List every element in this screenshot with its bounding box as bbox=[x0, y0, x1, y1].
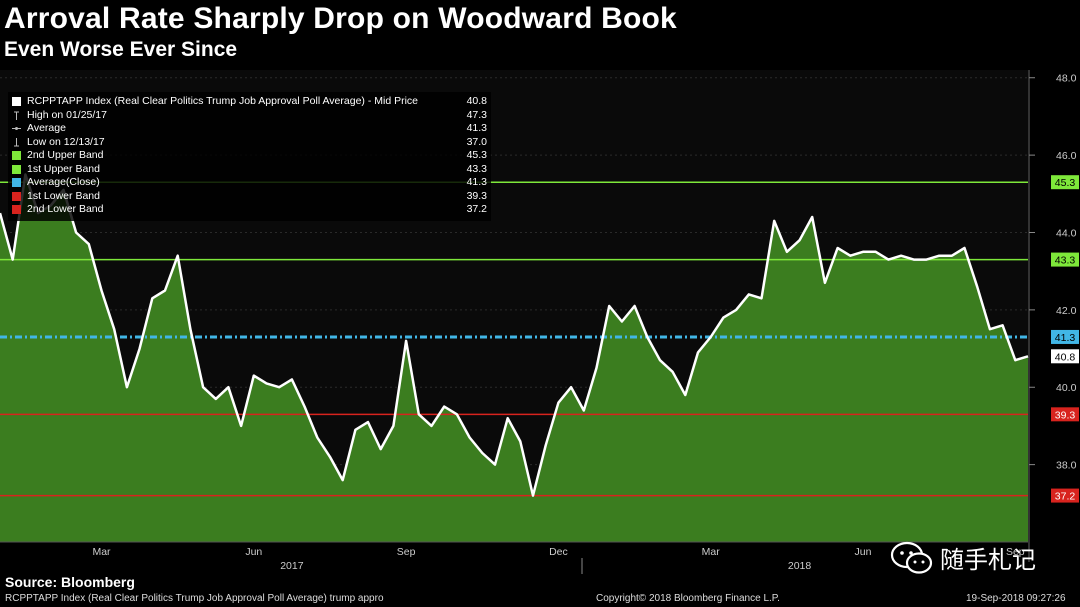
legend-label: High on 01/25/17 bbox=[27, 108, 107, 121]
legend-value: 43.3 bbox=[466, 162, 487, 175]
legend-item: Average 41.3 bbox=[12, 122, 487, 136]
legend-label: 1st Upper Band bbox=[27, 162, 100, 175]
series-line bbox=[0, 173, 1029, 497]
legend-swatch bbox=[12, 191, 21, 201]
axis-tag-1st-lower-band-label: 39.3 bbox=[1055, 409, 1076, 421]
legend-swatch bbox=[12, 205, 21, 215]
low-marker-icon bbox=[12, 137, 21, 147]
x-tick-label-2: Sep bbox=[397, 546, 416, 558]
legend-value: 37.0 bbox=[466, 135, 487, 148]
legend-item: 1st Upper Band 43.3 bbox=[12, 163, 487, 177]
legend-item: High on 01/25/17 47.3 bbox=[12, 109, 487, 123]
axis-tag-2nd-upper-band-box bbox=[1051, 175, 1079, 190]
x-tick-label-6: Sep bbox=[1006, 546, 1025, 558]
legend-value: 41.3 bbox=[466, 176, 487, 188]
source-note: Source: Bloomberg bbox=[5, 574, 135, 590]
legend-item: RCPPTAPP Index (Real Clear Politics Trum… bbox=[12, 95, 487, 109]
axis-tag-average-close--box bbox=[1051, 329, 1079, 344]
y-tick-label-42: 42.0 bbox=[1056, 305, 1077, 317]
legend-value: 41.3 bbox=[466, 122, 487, 134]
axis-tag-1st-lower-band-box bbox=[1051, 407, 1079, 422]
legend-value: 39.3 bbox=[466, 189, 487, 202]
legend-value: 47.3 bbox=[466, 108, 487, 121]
y-tick-label-38: 38.0 bbox=[1056, 460, 1077, 472]
y-tick-label-48: 48.0 bbox=[1056, 73, 1077, 85]
y-tick-label-40: 40.0 bbox=[1056, 382, 1077, 394]
legend-swatch bbox=[12, 178, 21, 188]
y-tick-label-46: 46.0 bbox=[1056, 150, 1077, 162]
legend-swatch bbox=[12, 151, 21, 161]
axis-tag-1st-upper-band-box bbox=[1051, 252, 1079, 267]
legend-label: Average(Close) bbox=[27, 176, 100, 188]
legend-swatch bbox=[12, 97, 21, 107]
footer-ticker-description: RCPPTAPP Index (Real Clear Politics Trum… bbox=[5, 593, 384, 604]
axis-tag-2nd-lower-band-box bbox=[1051, 488, 1079, 503]
axis-tag-2nd-upper-band-label: 45.3 bbox=[1055, 177, 1076, 189]
x-tick-label-1: Jun bbox=[245, 546, 262, 558]
x-tick-label-0: Mar bbox=[92, 546, 111, 558]
legend-item: 2nd Upper Band 45.3 bbox=[12, 149, 487, 163]
average-marker-icon bbox=[12, 124, 21, 133]
footer-copyright: Copyright© 2018 Bloomberg Finance L.P. bbox=[596, 593, 780, 604]
legend-item: 1st Lower Band 39.3 bbox=[12, 190, 487, 204]
axis-tag-average-close--label: 41.3 bbox=[1055, 332, 1076, 344]
axis-tag-last-price-box bbox=[1051, 349, 1079, 364]
footer-timestamp: 19-Sep-2018 09:27:26 bbox=[966, 593, 1066, 604]
legend-label: Low on 12/13/17 bbox=[27, 135, 105, 148]
legend-item: Low on 12/13/17 37.0 bbox=[12, 136, 487, 150]
x-tick-label-4: Mar bbox=[702, 546, 721, 558]
x-year-label-2018: 2018 bbox=[788, 560, 812, 572]
legend-label: 2nd Lower Band bbox=[27, 203, 104, 215]
series-area bbox=[0, 174, 1028, 542]
legend-label: RCPPTAPP Index (Real Clear Politics Trum… bbox=[27, 95, 418, 107]
x-year-label-2017: 2017 bbox=[280, 560, 304, 572]
axis-tag-2nd-lower-band-label: 37.2 bbox=[1055, 491, 1076, 503]
legend-item: 2nd Lower Band 37.2 bbox=[12, 203, 487, 217]
x-tick-label-5: Jun bbox=[855, 546, 872, 558]
axis-tag-last-price-label: 40.8 bbox=[1055, 351, 1076, 363]
x-tick-label-3: Dec bbox=[549, 546, 568, 558]
legend-label: 1st Lower Band bbox=[27, 189, 100, 202]
legend-value: 37.2 bbox=[466, 203, 487, 215]
legend-label: 2nd Upper Band bbox=[27, 149, 104, 161]
legend-value: 45.3 bbox=[466, 149, 487, 161]
wechat-icon bbox=[890, 541, 933, 574]
watermark-text: 随手札记 bbox=[940, 546, 1036, 574]
legend-value: 40.8 bbox=[466, 95, 487, 107]
chart-subtitle: Even Worse Ever Since bbox=[4, 38, 238, 61]
legend-item: Average(Close) 41.3 bbox=[12, 176, 487, 190]
y-tick-label-44: 44.0 bbox=[1056, 227, 1077, 239]
high-marker-icon bbox=[12, 111, 21, 120]
chart-legend: RCPPTAPP Index (Real Clear Politics Trum… bbox=[8, 92, 491, 221]
legend-label: Average bbox=[27, 122, 66, 134]
chart-title: Arroval Rate Sharply Drop on Woodward Bo… bbox=[4, 2, 677, 35]
axis-tag-1st-upper-band-label: 43.3 bbox=[1055, 255, 1076, 267]
legend-swatch bbox=[12, 164, 21, 174]
wechat-watermark: 随手札记 bbox=[890, 540, 1036, 575]
